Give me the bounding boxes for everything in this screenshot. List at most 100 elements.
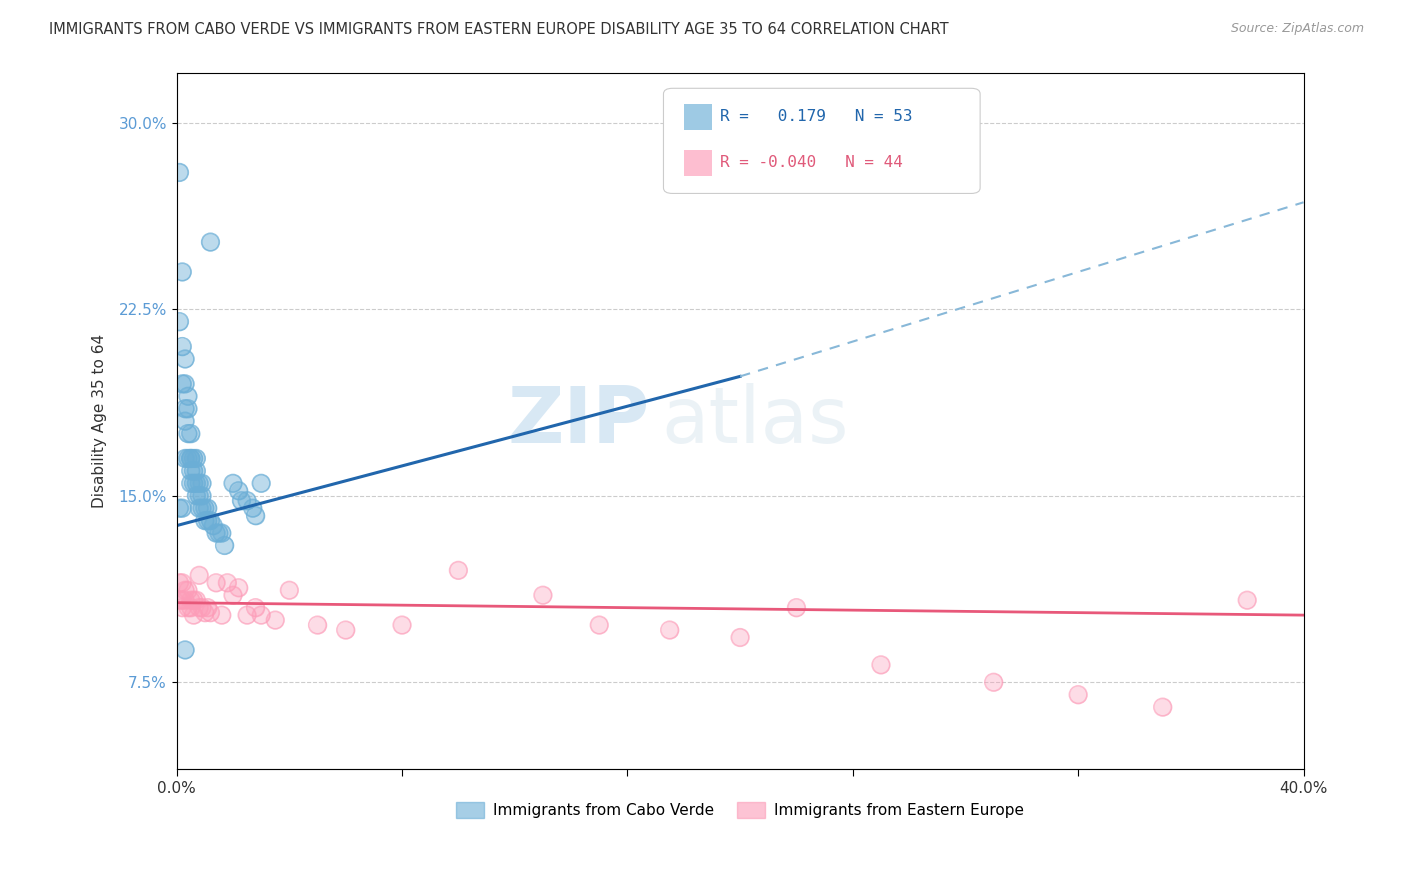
Point bbox=[222, 588, 245, 602]
Point bbox=[658, 623, 681, 637]
Point bbox=[172, 501, 194, 516]
Point bbox=[236, 608, 259, 623]
Point bbox=[191, 600, 214, 615]
Point bbox=[177, 426, 200, 441]
Point bbox=[245, 508, 267, 523]
Point bbox=[180, 426, 202, 441]
Point bbox=[194, 501, 217, 516]
Point bbox=[245, 508, 267, 523]
Point bbox=[177, 426, 200, 441]
Point bbox=[177, 451, 200, 466]
Point bbox=[183, 593, 205, 607]
Point bbox=[264, 613, 287, 627]
Point bbox=[188, 600, 211, 615]
Point bbox=[217, 575, 239, 590]
Point bbox=[197, 501, 219, 516]
Point bbox=[177, 389, 200, 403]
Point bbox=[197, 501, 219, 516]
Point bbox=[180, 451, 202, 466]
Point bbox=[191, 600, 214, 615]
Point bbox=[186, 489, 208, 503]
Point bbox=[214, 539, 236, 553]
Point bbox=[186, 451, 208, 466]
Point bbox=[211, 608, 233, 623]
Point bbox=[183, 464, 205, 478]
Point bbox=[1067, 688, 1090, 702]
Point bbox=[174, 583, 197, 598]
Point bbox=[236, 493, 259, 508]
Point bbox=[174, 401, 197, 416]
Point bbox=[191, 489, 214, 503]
Point bbox=[197, 514, 219, 528]
Point bbox=[169, 165, 191, 179]
Point bbox=[200, 514, 222, 528]
Point bbox=[172, 575, 194, 590]
Point bbox=[180, 476, 202, 491]
Text: IMMIGRANTS FROM CABO VERDE VS IMMIGRANTS FROM EASTERN EUROPE DISABILITY AGE 35 T: IMMIGRANTS FROM CABO VERDE VS IMMIGRANTS… bbox=[49, 22, 949, 37]
Point bbox=[214, 539, 236, 553]
Point bbox=[177, 451, 200, 466]
Point bbox=[180, 593, 202, 607]
Point bbox=[169, 593, 191, 607]
Point bbox=[236, 608, 259, 623]
Point bbox=[191, 476, 214, 491]
Point bbox=[180, 451, 202, 466]
Point bbox=[174, 451, 197, 466]
Point bbox=[447, 563, 470, 577]
Point bbox=[174, 643, 197, 657]
Point bbox=[205, 575, 228, 590]
Point bbox=[307, 618, 329, 632]
Point bbox=[250, 608, 273, 623]
Point bbox=[391, 618, 413, 632]
Point bbox=[242, 501, 264, 516]
Point bbox=[172, 339, 194, 353]
Point bbox=[728, 631, 751, 645]
Point bbox=[174, 351, 197, 366]
Point bbox=[186, 476, 208, 491]
Point bbox=[194, 501, 217, 516]
Point bbox=[180, 451, 202, 466]
Point bbox=[191, 476, 214, 491]
Point bbox=[172, 265, 194, 279]
Point bbox=[183, 608, 205, 623]
Point bbox=[177, 583, 200, 598]
Point bbox=[174, 583, 197, 598]
Point bbox=[1236, 593, 1258, 607]
Point bbox=[728, 631, 751, 645]
Point bbox=[183, 451, 205, 466]
Point bbox=[588, 618, 610, 632]
Point bbox=[391, 618, 413, 632]
FancyBboxPatch shape bbox=[664, 88, 980, 194]
Point bbox=[1236, 593, 1258, 607]
Point bbox=[180, 593, 202, 607]
Text: Source: ZipAtlas.com: Source: ZipAtlas.com bbox=[1230, 22, 1364, 36]
Point bbox=[208, 526, 231, 541]
Point bbox=[531, 588, 554, 602]
Point bbox=[264, 613, 287, 627]
Point bbox=[250, 476, 273, 491]
Point bbox=[200, 606, 222, 620]
Point bbox=[180, 426, 202, 441]
Point bbox=[186, 489, 208, 503]
Point bbox=[228, 581, 250, 595]
Point bbox=[180, 600, 202, 615]
Point bbox=[174, 414, 197, 428]
Point bbox=[172, 593, 194, 607]
Point bbox=[197, 600, 219, 615]
Point bbox=[194, 606, 217, 620]
Point bbox=[242, 501, 264, 516]
Point bbox=[191, 501, 214, 516]
Point bbox=[172, 575, 194, 590]
Point bbox=[186, 593, 208, 607]
Point bbox=[174, 414, 197, 428]
Point bbox=[200, 514, 222, 528]
Point bbox=[197, 514, 219, 528]
Text: atlas: atlas bbox=[661, 384, 849, 459]
Point bbox=[658, 623, 681, 637]
Point bbox=[177, 389, 200, 403]
Point bbox=[531, 588, 554, 602]
Point bbox=[172, 600, 194, 615]
Point bbox=[250, 476, 273, 491]
Point bbox=[211, 526, 233, 541]
Point bbox=[194, 606, 217, 620]
